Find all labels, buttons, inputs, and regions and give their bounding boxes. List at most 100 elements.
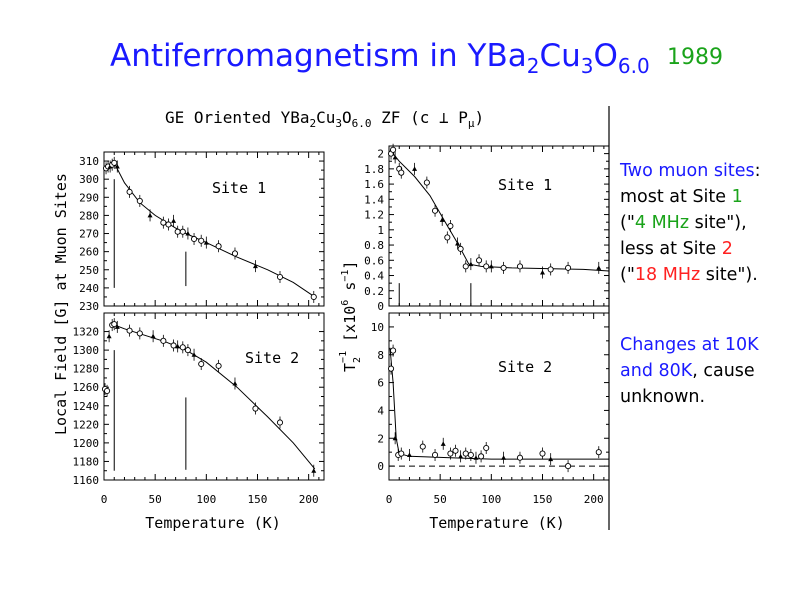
data-point bbox=[539, 447, 546, 460]
circle-marker bbox=[160, 337, 167, 344]
circle-marker bbox=[447, 450, 454, 457]
triangle-marker bbox=[488, 263, 494, 269]
data-point bbox=[390, 143, 397, 156]
triangle-marker bbox=[114, 324, 120, 329]
slide-title: Antiferromagnetism in YBa2Cu3O6.0 bbox=[110, 38, 650, 79]
circle-marker bbox=[467, 451, 474, 459]
data-point bbox=[311, 464, 317, 477]
data-point bbox=[398, 447, 405, 460]
circle-marker bbox=[431, 207, 439, 214]
triangle-marker bbox=[548, 456, 554, 462]
y-tick-label: 0.8 bbox=[364, 239, 384, 252]
circle-marker bbox=[111, 159, 118, 166]
triangle-marker bbox=[171, 218, 177, 223]
triangle-marker bbox=[412, 166, 418, 171]
y-tick-label: 270 bbox=[79, 228, 99, 241]
y-tick-label: 1160 bbox=[73, 474, 100, 487]
data-point bbox=[412, 162, 418, 175]
y-tick-label: 4 bbox=[377, 404, 384, 417]
y-tick-label: 0 bbox=[377, 460, 384, 473]
triangle-marker bbox=[106, 333, 112, 339]
data-point bbox=[452, 444, 459, 457]
y-tick-label: 290 bbox=[79, 191, 99, 204]
data-point bbox=[106, 330, 112, 343]
right-xlabel: Temperature (K) bbox=[429, 514, 564, 532]
y-tick-label: 230 bbox=[79, 300, 99, 313]
circle-marker bbox=[390, 347, 397, 354]
data-point bbox=[595, 446, 602, 459]
circle-marker bbox=[483, 263, 490, 270]
triangle-marker bbox=[311, 468, 317, 473]
circle-marker bbox=[165, 221, 172, 228]
panel-label: Site 2 bbox=[498, 358, 552, 376]
data-point bbox=[252, 402, 259, 415]
data-point bbox=[548, 453, 554, 466]
circle-marker bbox=[174, 228, 181, 235]
data-point bbox=[160, 334, 167, 347]
circle-marker bbox=[457, 245, 464, 252]
data-point bbox=[231, 247, 239, 260]
x-tick-label: 50 bbox=[434, 493, 447, 506]
data-point bbox=[184, 344, 191, 357]
circle-marker bbox=[231, 250, 239, 257]
note-sites: Two muon sites: most at Site 1 ("4 MHz s… bbox=[620, 161, 761, 285]
y-tick-label: 1240 bbox=[73, 400, 100, 413]
circle-marker bbox=[462, 450, 469, 457]
data-point bbox=[111, 156, 118, 169]
triangle-marker bbox=[468, 261, 474, 267]
data-point bbox=[104, 384, 111, 397]
data-point bbox=[191, 348, 197, 361]
circle-marker bbox=[215, 243, 222, 250]
circle-marker bbox=[126, 188, 133, 195]
y-tick-label: 1200 bbox=[73, 437, 100, 450]
data-point bbox=[165, 218, 172, 231]
circle-marker bbox=[310, 293, 317, 300]
data-point bbox=[468, 258, 474, 271]
y-tick-label: 6 bbox=[377, 377, 384, 390]
chart-field-site1: 230 240 250 260 270 280 290 300 310 Site 1 bbox=[79, 151, 325, 313]
data-point bbox=[175, 340, 181, 353]
y-tick-label: 2 bbox=[377, 432, 384, 445]
y-tick-label: 1.8 bbox=[364, 163, 384, 176]
circle-marker bbox=[547, 266, 554, 273]
circle-marker bbox=[111, 321, 118, 328]
data-point bbox=[114, 160, 120, 173]
data-point bbox=[458, 450, 464, 463]
data-point bbox=[170, 339, 177, 352]
y-tick-label: 1320 bbox=[73, 326, 100, 339]
y-tick-label: 1280 bbox=[73, 363, 100, 376]
y-tick-label: 2 bbox=[377, 148, 384, 161]
circle-marker bbox=[419, 443, 426, 450]
circle-marker bbox=[136, 197, 143, 204]
circle-marker bbox=[179, 344, 186, 351]
circle-marker bbox=[170, 342, 177, 349]
y-tick-label: 1.2 bbox=[364, 209, 384, 222]
data-point bbox=[440, 437, 446, 450]
data-point bbox=[160, 216, 167, 229]
data-point bbox=[198, 358, 205, 371]
circle-marker bbox=[126, 327, 133, 334]
circle-marker bbox=[398, 450, 405, 457]
data-point bbox=[232, 377, 238, 390]
circle-marker bbox=[483, 444, 490, 452]
data-point bbox=[419, 440, 426, 453]
triangle-marker bbox=[175, 343, 181, 349]
data-point bbox=[147, 209, 153, 222]
data-point bbox=[198, 234, 205, 247]
data-point bbox=[483, 441, 490, 454]
circle-marker bbox=[276, 273, 284, 281]
triangle-marker bbox=[147, 212, 153, 218]
triangle-marker bbox=[252, 263, 258, 269]
slide-year: 1989 bbox=[667, 45, 723, 70]
data-point bbox=[447, 220, 454, 232]
triangle-marker bbox=[191, 352, 197, 357]
circle-marker bbox=[431, 451, 439, 459]
data-point bbox=[547, 263, 554, 276]
y-tick-label: 1 bbox=[377, 224, 384, 237]
triangle-marker bbox=[596, 265, 602, 270]
circle-marker bbox=[184, 347, 191, 354]
figure-title: GE Oriented YBa2Cu3O6.0 ZF (c ⊥ Pμ) bbox=[165, 108, 484, 130]
right-ylabel: T2−1 [x106 s−1] bbox=[338, 261, 363, 372]
data-point bbox=[596, 261, 602, 274]
